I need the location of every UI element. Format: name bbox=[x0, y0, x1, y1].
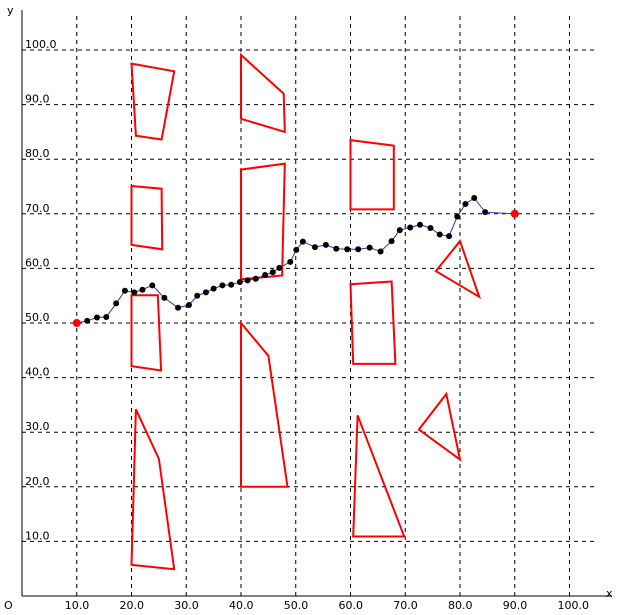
path-node bbox=[427, 224, 434, 231]
path-node bbox=[94, 314, 101, 321]
x-tick-label: 80.0 bbox=[448, 599, 473, 612]
y-tick-label: 40.0 bbox=[25, 366, 50, 379]
path-node bbox=[202, 289, 209, 296]
y-tick-label: 20.0 bbox=[25, 475, 50, 488]
path-node bbox=[333, 245, 340, 252]
x-tick-label: 60.0 bbox=[339, 599, 364, 612]
goal-point bbox=[510, 209, 519, 218]
path-node bbox=[454, 213, 461, 220]
path-node bbox=[139, 286, 146, 293]
path bbox=[72, 194, 519, 327]
path-node bbox=[407, 224, 414, 231]
x-tick-label: 50.0 bbox=[284, 599, 309, 612]
path-node bbox=[262, 271, 269, 278]
y-tick-label: 70.0 bbox=[25, 202, 50, 215]
path-node bbox=[287, 258, 294, 265]
obstacle-polygon bbox=[130, 62, 176, 141]
y-tick-label: 90.0 bbox=[25, 93, 50, 106]
path-node bbox=[185, 301, 192, 308]
x-tick-label: 70.0 bbox=[393, 599, 418, 612]
path-node bbox=[236, 279, 243, 286]
obstacle-polygon bbox=[352, 414, 406, 538]
path-node bbox=[446, 233, 453, 240]
path-node bbox=[121, 287, 128, 294]
path-node bbox=[131, 289, 138, 296]
obstacle-polygon bbox=[240, 320, 289, 488]
tick-labels: 10.0 20.0 30.0 40.0 50.0 60.0 70.0 80.0 90.0 100.… bbox=[25, 38, 589, 612]
y-tick-label: 100.0 bbox=[25, 38, 57, 51]
path-node bbox=[219, 282, 226, 289]
path-node bbox=[482, 209, 489, 216]
y-tick-label: 60.0 bbox=[25, 256, 50, 269]
path-node bbox=[161, 294, 168, 301]
obstacle-polygon bbox=[434, 239, 482, 300]
y-axis-label: y bbox=[7, 4, 14, 17]
path-node bbox=[149, 282, 156, 289]
path-node bbox=[344, 246, 351, 253]
path-node bbox=[194, 292, 201, 299]
obstacle-polygon bbox=[130, 408, 176, 571]
axes bbox=[21, 10, 612, 597]
y-tick-label: 10.0 bbox=[25, 529, 50, 542]
x-tick-label: 90.0 bbox=[503, 599, 528, 612]
path-node bbox=[377, 248, 384, 255]
obstacle-polygon bbox=[130, 294, 163, 372]
obstacles bbox=[130, 52, 482, 571]
path-node bbox=[355, 246, 362, 253]
path-node bbox=[228, 281, 235, 288]
path-node bbox=[276, 264, 283, 271]
path-node bbox=[366, 244, 373, 251]
path-node bbox=[462, 200, 469, 207]
x-tick-label: 100.0 bbox=[558, 599, 590, 612]
obstacle-polygon bbox=[417, 391, 462, 462]
path-node bbox=[103, 313, 110, 320]
path-node bbox=[293, 246, 300, 253]
x-tick-label: 30.0 bbox=[174, 599, 199, 612]
path-node bbox=[436, 231, 443, 238]
y-tick-label: 30.0 bbox=[25, 420, 50, 433]
obstacle-polygon bbox=[349, 138, 395, 211]
path-node bbox=[175, 304, 182, 311]
path-node bbox=[252, 275, 259, 282]
x-tick-label: 20.0 bbox=[120, 599, 145, 612]
path-node bbox=[269, 269, 276, 276]
start-point bbox=[72, 319, 81, 327]
path-node bbox=[396, 227, 403, 234]
path-node bbox=[417, 221, 424, 228]
obstacle-polygon bbox=[349, 280, 397, 365]
path-node bbox=[210, 285, 217, 292]
path-node bbox=[244, 277, 251, 284]
path-node bbox=[311, 244, 318, 251]
x-tick-label: 40.0 bbox=[229, 599, 254, 612]
path-node bbox=[84, 317, 91, 324]
path-node bbox=[113, 300, 120, 307]
grid bbox=[22, 12, 598, 596]
obstacle-polygon bbox=[240, 162, 286, 281]
origin-label: O bbox=[4, 599, 13, 612]
path-node bbox=[388, 238, 395, 245]
obstacle-polygon bbox=[240, 52, 286, 134]
path-node bbox=[471, 194, 478, 201]
y-tick-label: 80.0 bbox=[25, 147, 50, 160]
y-tick-label: 50.0 bbox=[25, 311, 50, 324]
x-tick-label: 10.0 bbox=[65, 599, 90, 612]
path-node bbox=[322, 241, 329, 248]
path-node bbox=[299, 238, 306, 245]
obstacle-polygon bbox=[130, 184, 164, 251]
x-axis-label: x bbox=[606, 587, 613, 600]
